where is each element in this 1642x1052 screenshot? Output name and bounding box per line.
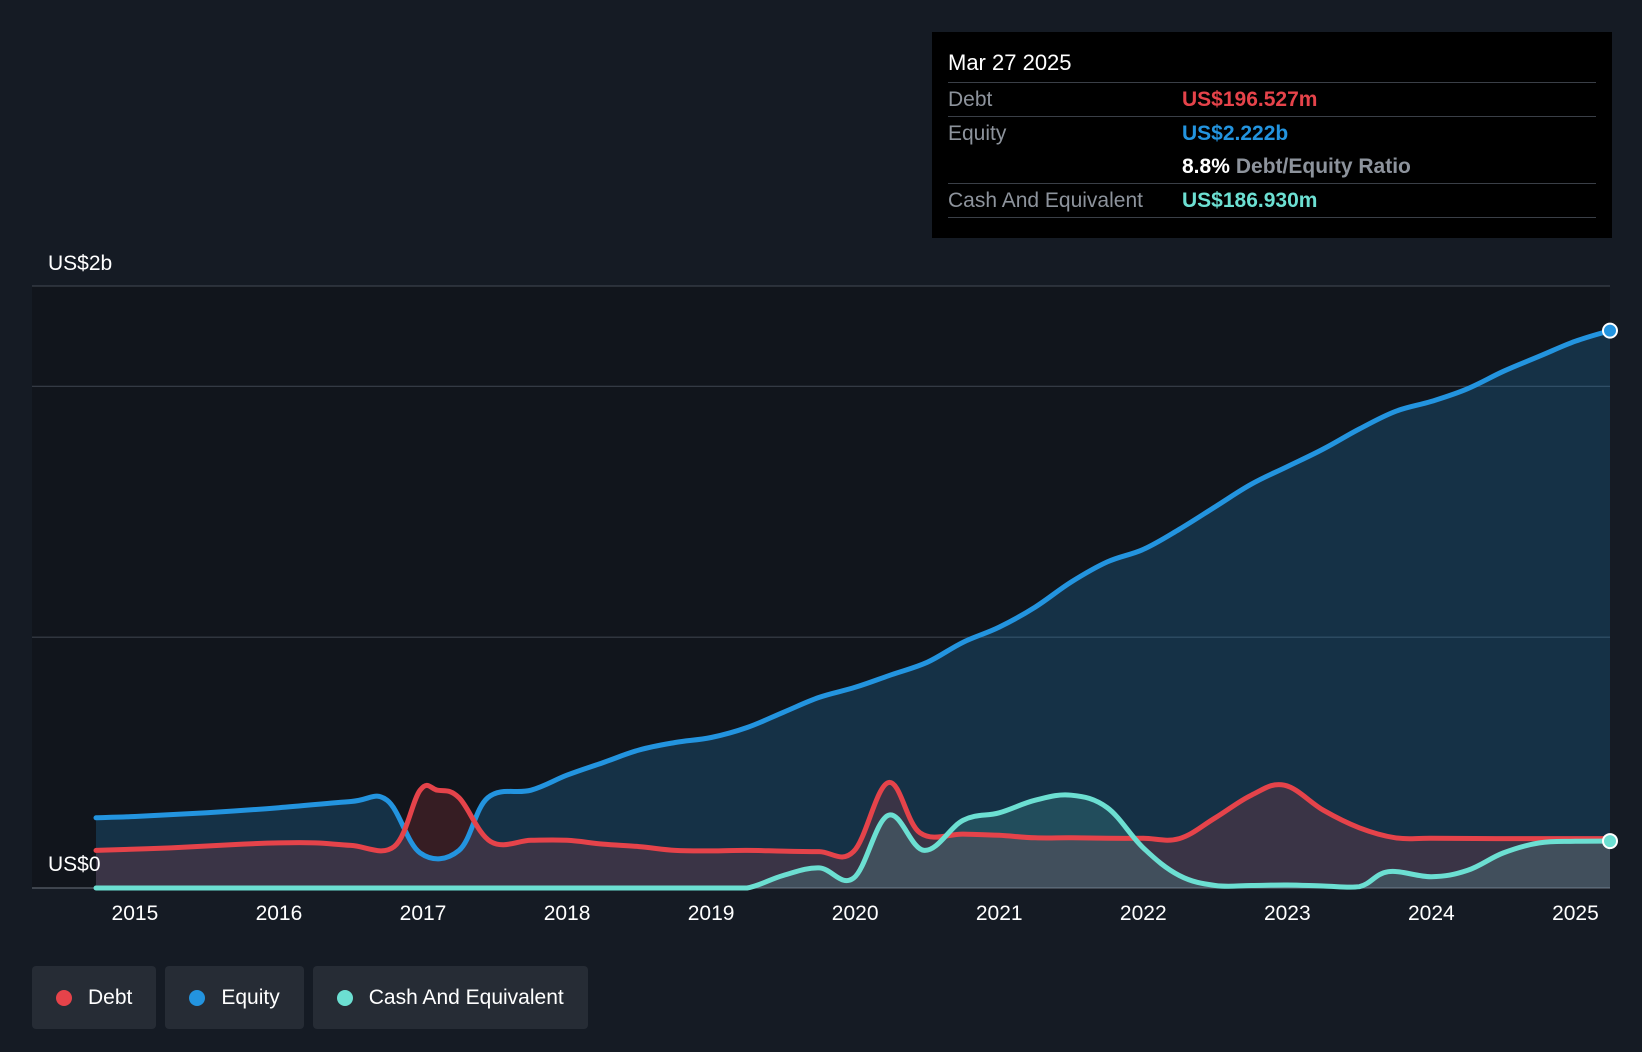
x-tick-label: 2015	[112, 902, 159, 925]
tooltip-debt-label: Debt	[948, 87, 993, 111]
tooltip-debt-row: Debt US$196.527m	[948, 83, 1596, 117]
x-tick-label: 2016	[256, 902, 303, 925]
legend: Debt Equity Cash And Equivalent	[32, 966, 588, 1029]
end-markers	[1602, 322, 1618, 850]
x-tick-label: 2023	[1264, 902, 1311, 925]
legend-item-debt[interactable]: Debt	[32, 966, 157, 1029]
series-lines	[93, 328, 1613, 891]
tooltip-date: Mar 27 2025	[948, 48, 1596, 83]
x-tick-label: 2018	[544, 902, 591, 925]
x-tick-label: 2020	[832, 902, 879, 925]
x-tick-label: 2019	[688, 902, 735, 925]
cash-dot-icon	[336, 989, 353, 1006]
equity-area	[96, 330, 1610, 888]
debt-dot-icon	[56, 989, 72, 1006]
legend-item-cash[interactable]: Cash And Equivalent	[312, 966, 588, 1029]
y-axis-label-top: US$2b	[48, 252, 112, 275]
legend-label-debt: Debt	[88, 985, 133, 1009]
tooltip-cash-row: Cash And Equivalent US$186.930m	[948, 184, 1596, 218]
x-tick-label: 2022	[1120, 902, 1167, 925]
debt-line	[93, 780, 1613, 860]
y-axis-label-bottom: US$0	[48, 853, 101, 876]
x-tick-label: 2025	[1552, 902, 1599, 925]
x-tick-label: 2017	[400, 902, 447, 925]
cash-and-equivalent-line	[93, 792, 1613, 891]
cash-and-equivalent-area	[96, 794, 1610, 888]
tooltip-ratio-row: 8.8% Debt/Equity Ratio	[948, 150, 1596, 184]
tooltip-cash-label: Cash And Equivalent	[948, 188, 1143, 212]
cash-and-equivalent-end-marker	[1602, 833, 1618, 850]
tooltip-equity-label: Equity	[948, 121, 1007, 145]
tooltip: Mar 27 2025 Debt US$196.527m Equity US$2…	[932, 32, 1612, 238]
tooltip-equity-value: US$2.222b	[1182, 121, 1289, 145]
legend-item-equity[interactable]: Equity	[165, 966, 304, 1029]
equity-end-marker	[1602, 322, 1618, 339]
equity-dot-icon	[189, 989, 206, 1006]
tooltip-cash-value: US$186.930m	[1182, 188, 1318, 212]
tooltip-ratio-label: Debt/Equity Ratio	[1235, 154, 1411, 178]
legend-label-cash: Cash And Equivalent	[368, 985, 564, 1009]
x-axis-ticks: 2015 2016 2017 2018 2019 2020 2021 2022 2023 2024…	[112, 902, 1599, 925]
equity-line	[93, 328, 1613, 862]
x-tick-label: 2021	[976, 902, 1023, 925]
x-tick-label: 2024	[1408, 902, 1455, 925]
legend-label-equity: Equity	[221, 985, 280, 1009]
tooltip-debt-value: US$196.527m	[1182, 87, 1318, 111]
tooltip-equity-row: Equity US$2.222b	[948, 117, 1596, 150]
tooltip-ratio-value: 8.8%	[1182, 154, 1230, 178]
